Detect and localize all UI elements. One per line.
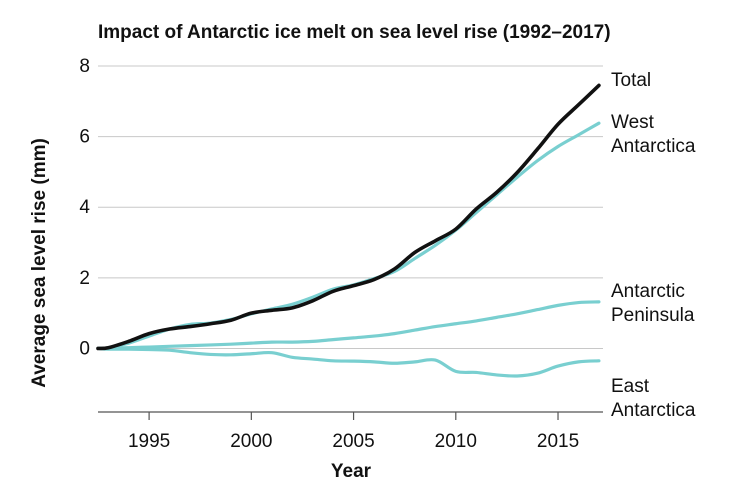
series-labels: Total West Antarctica Antarctic Peninsula Eas… [611, 70, 696, 421]
series-lines [96, 83, 601, 378]
chart-title: Impact of Antarctic ice melt on sea leve… [98, 22, 611, 43]
x-tick-label-2010: 2010 [435, 431, 477, 452]
y-axis-label: Average sea level rise (mm) [29, 138, 50, 388]
x-tick-label-2015: 2015 [537, 431, 579, 452]
x-tick-label-2005: 2005 [332, 431, 374, 452]
series-label-antarctic-peninsula-line-1: Antarctic [611, 281, 685, 302]
series-label-east-antarctica-line-1: East [611, 376, 650, 397]
series-line-antarctic-peninsula [96, 300, 601, 351]
x-tick-label-1995: 1995 [128, 431, 170, 452]
y-tick-label-0: 0 [79, 338, 90, 359]
series-line-west-antarctica [96, 121, 601, 351]
y-tick-label-4: 4 [79, 197, 90, 218]
series-line-total [96, 83, 601, 351]
series-label-east-antarctica-line-2: Antarctica [611, 400, 696, 421]
y-tick-label-2: 2 [79, 268, 90, 289]
x-axis-label: Year [331, 461, 372, 482]
x-tick-label-2000: 2000 [230, 431, 272, 452]
y-tick-label-8: 8 [79, 56, 90, 77]
series-label-antarctic-peninsula-line-2: Peninsula [611, 305, 695, 326]
axes: 1995 2000 2005 2010 2015 0 2 4 6 8 [79, 56, 603, 452]
gridlines [98, 65, 603, 349]
series-label-west-antarctica-line-1: West [611, 112, 655, 133]
series-line-east-antarctica [96, 346, 601, 378]
series-label-west-antarctica-line-2: Antarctica [611, 136, 696, 157]
y-tick-label-6: 6 [79, 127, 90, 148]
series-label-total-line-1: Total [611, 70, 651, 91]
